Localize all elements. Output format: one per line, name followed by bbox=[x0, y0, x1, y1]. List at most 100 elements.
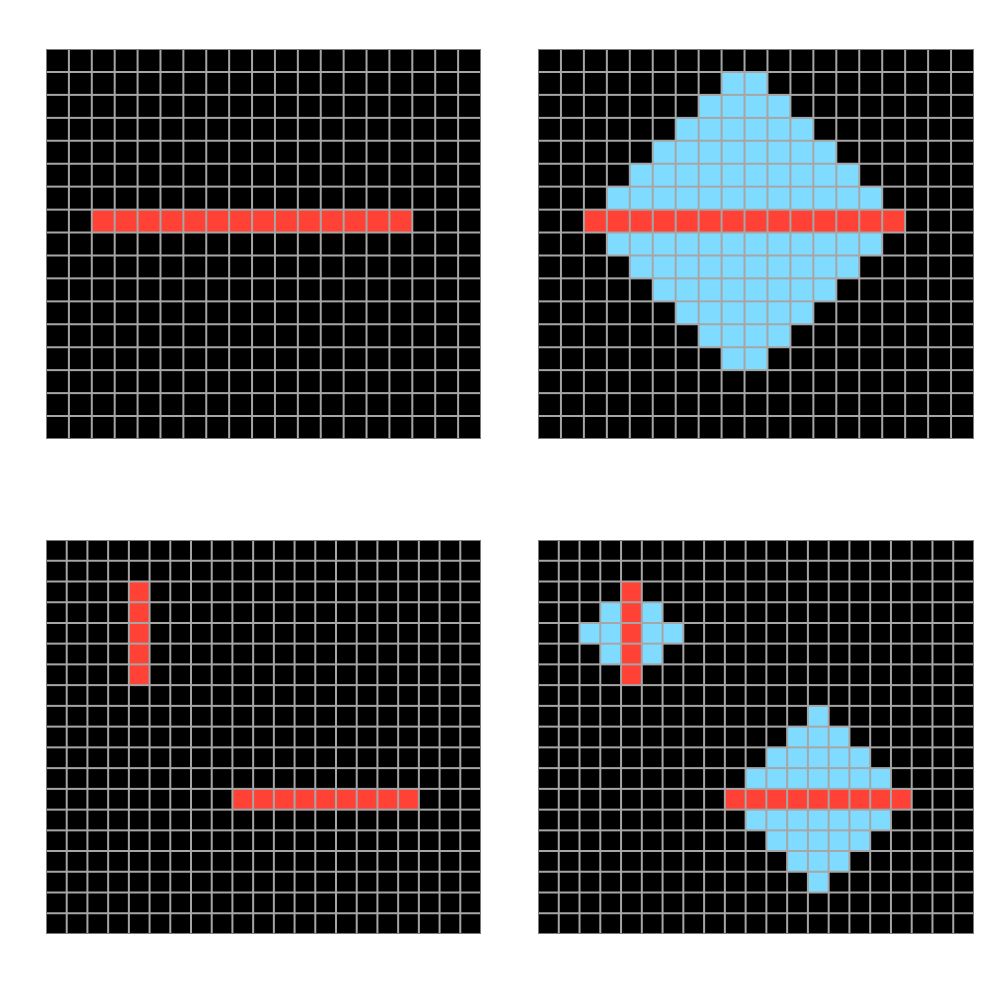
cyan-cell bbox=[722, 324, 745, 347]
cyan-cell bbox=[630, 233, 653, 256]
cyan-cell bbox=[849, 830, 870, 851]
red-cell bbox=[870, 789, 891, 810]
grid-background bbox=[538, 540, 974, 934]
grid-background bbox=[46, 540, 481, 934]
red-cell bbox=[621, 623, 642, 644]
cyan-cell bbox=[746, 810, 767, 831]
red-cell bbox=[336, 789, 357, 810]
cyan-cell bbox=[813, 187, 836, 210]
cyan-cell bbox=[699, 233, 722, 256]
cyan-cell bbox=[859, 233, 882, 256]
example-1-input-grid bbox=[46, 49, 481, 439]
cyan-cell bbox=[600, 602, 621, 623]
cyan-cell bbox=[745, 301, 768, 324]
red-cell bbox=[129, 664, 150, 685]
cyan-cell bbox=[790, 278, 813, 301]
cyan-cell bbox=[813, 233, 836, 256]
red-cell bbox=[129, 602, 150, 623]
cyan-cell bbox=[745, 141, 768, 164]
red-cell bbox=[621, 602, 642, 623]
red-cell bbox=[344, 210, 367, 233]
red-cell bbox=[129, 581, 150, 602]
cyan-cell bbox=[829, 768, 850, 789]
cyan-cell bbox=[722, 118, 745, 141]
cyan-cell bbox=[767, 233, 790, 256]
cyan-cell bbox=[790, 255, 813, 278]
cyan-cell bbox=[663, 623, 684, 644]
cyan-cell bbox=[699, 278, 722, 301]
cyan-cell bbox=[813, 164, 836, 187]
red-cell bbox=[584, 210, 607, 233]
red-cell bbox=[274, 789, 295, 810]
cyan-cell bbox=[787, 851, 808, 872]
cyan-cell bbox=[722, 255, 745, 278]
cyan-cell bbox=[653, 187, 676, 210]
cyan-cell bbox=[722, 187, 745, 210]
cyan-cell bbox=[859, 187, 882, 210]
cyan-cell bbox=[642, 602, 663, 623]
cyan-cell bbox=[787, 810, 808, 831]
red-cell bbox=[725, 789, 746, 810]
cyan-cell bbox=[870, 768, 891, 789]
cyan-cell bbox=[722, 72, 745, 95]
cyan-cell bbox=[849, 747, 870, 768]
red-cell bbox=[653, 210, 676, 233]
cyan-cell bbox=[676, 164, 699, 187]
cyan-cell bbox=[829, 830, 850, 851]
cyan-cell bbox=[808, 747, 829, 768]
cyan-cell bbox=[699, 164, 722, 187]
cyan-cell bbox=[766, 768, 787, 789]
cyan-cell bbox=[653, 141, 676, 164]
red-cell bbox=[882, 210, 905, 233]
red-cell bbox=[389, 210, 412, 233]
red-cell bbox=[295, 789, 316, 810]
cyan-cell bbox=[745, 347, 768, 370]
cyan-cell bbox=[787, 830, 808, 851]
cyan-cell bbox=[808, 810, 829, 831]
cyan-cell bbox=[767, 95, 790, 118]
cyan-cell bbox=[699, 301, 722, 324]
red-cell bbox=[367, 210, 390, 233]
cyan-cell bbox=[813, 141, 836, 164]
red-cell bbox=[398, 789, 419, 810]
cyan-cell bbox=[849, 768, 870, 789]
red-cell bbox=[275, 210, 298, 233]
cyan-cell bbox=[722, 347, 745, 370]
cyan-cell bbox=[653, 164, 676, 187]
red-cell bbox=[607, 210, 630, 233]
red-cell bbox=[321, 210, 344, 233]
cyan-cell bbox=[808, 830, 829, 851]
cyan-cell bbox=[745, 324, 768, 347]
red-cell bbox=[630, 210, 653, 233]
cyan-cell bbox=[722, 95, 745, 118]
cyan-cell bbox=[836, 164, 859, 187]
cyan-cell bbox=[766, 747, 787, 768]
cyan-cell bbox=[676, 278, 699, 301]
cyan-cell bbox=[790, 118, 813, 141]
red-cell bbox=[252, 210, 275, 233]
cyan-cell bbox=[676, 255, 699, 278]
cyan-cell bbox=[600, 623, 621, 644]
red-cell bbox=[699, 210, 722, 233]
red-cell bbox=[232, 789, 253, 810]
cyan-cell bbox=[745, 233, 768, 256]
cyan-cell bbox=[676, 187, 699, 210]
cyan-cell bbox=[745, 278, 768, 301]
red-cell bbox=[836, 210, 859, 233]
cyan-cell bbox=[746, 768, 767, 789]
cyan-cell bbox=[767, 301, 790, 324]
cyan-cell bbox=[722, 164, 745, 187]
cyan-cell bbox=[836, 255, 859, 278]
red-cell bbox=[787, 789, 808, 810]
red-cell bbox=[621, 581, 642, 602]
cyan-cell bbox=[607, 233, 630, 256]
cyan-cell bbox=[813, 278, 836, 301]
cyan-cell bbox=[699, 95, 722, 118]
cyan-cell bbox=[699, 324, 722, 347]
cyan-cell bbox=[676, 301, 699, 324]
red-cell bbox=[115, 210, 138, 233]
red-cell bbox=[746, 789, 767, 810]
red-cell bbox=[315, 789, 336, 810]
cyan-cell bbox=[808, 727, 829, 748]
red-cell bbox=[722, 210, 745, 233]
